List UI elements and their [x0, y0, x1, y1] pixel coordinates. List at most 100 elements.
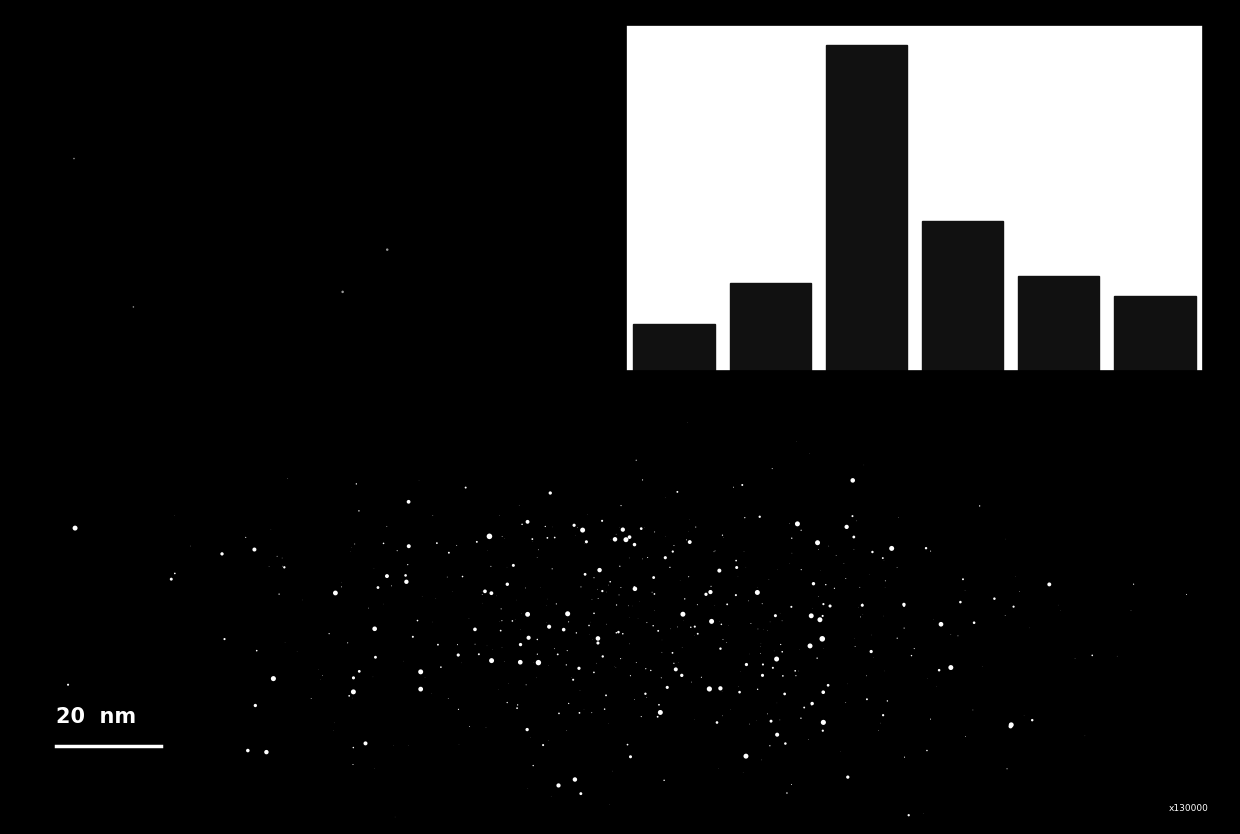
- Point: [652, 633, 672, 646]
- Point: [516, 678, 536, 691]
- Point: [717, 636, 737, 649]
- Point: [341, 545, 361, 559]
- Point: [569, 661, 589, 675]
- Point: [765, 609, 785, 622]
- Point: [636, 662, 656, 676]
- Point: [259, 560, 279, 573]
- Point: [584, 606, 604, 620]
- Point: [301, 692, 321, 706]
- Point: [847, 515, 867, 528]
- Point: [538, 592, 558, 605]
- Point: [263, 672, 283, 686]
- Point: [427, 536, 446, 550]
- Point: [580, 615, 600, 629]
- Point: [672, 641, 692, 654]
- Point: [859, 568, 879, 581]
- Point: [799, 733, 818, 746]
- Point: [215, 632, 234, 646]
- Point: [599, 579, 619, 592]
- X-axis label: Diameter (nm): Diameter (nm): [854, 392, 975, 407]
- Point: [620, 610, 640, 624]
- Point: [888, 631, 908, 645]
- Point: [899, 808, 919, 821]
- Point: [955, 584, 975, 597]
- Point: [632, 552, 652, 565]
- Point: [701, 585, 720, 599]
- Point: [58, 678, 78, 691]
- Point: [924, 612, 944, 626]
- Point: [770, 607, 790, 620]
- Point: [996, 532, 1016, 545]
- Point: [1048, 599, 1068, 612]
- Point: [857, 692, 877, 706]
- Point: [244, 543, 264, 556]
- Point: [1001, 720, 1021, 733]
- Point: [780, 556, 800, 570]
- Point: [713, 633, 733, 646]
- Point: [737, 750, 756, 763]
- Point: [713, 531, 733, 545]
- Point: [373, 597, 393, 610]
- Point: [849, 580, 869, 594]
- Point: [763, 661, 782, 675]
- Point: [398, 739, 418, 752]
- Bar: [826, 44, 908, 371]
- Point: [645, 604, 665, 617]
- Point: [490, 509, 510, 522]
- Point: [800, 446, 820, 460]
- Point: [498, 677, 518, 691]
- Point: [377, 570, 397, 583]
- Point: [768, 563, 787, 576]
- Point: [651, 706, 671, 719]
- Point: [620, 530, 640, 544]
- Point: [748, 580, 768, 594]
- Point: [1121, 604, 1141, 617]
- Point: [409, 474, 429, 487]
- Point: [600, 575, 620, 589]
- Point: [746, 714, 766, 727]
- Point: [926, 680, 946, 693]
- Point: [625, 582, 645, 595]
- Point: [651, 671, 671, 685]
- Point: [324, 724, 343, 737]
- Point: [785, 664, 805, 677]
- Point: [396, 569, 415, 582]
- Point: [527, 647, 547, 661]
- Point: [453, 570, 472, 583]
- Point: [720, 703, 740, 716]
- Point: [124, 300, 144, 314]
- Point: [181, 540, 201, 553]
- Point: [773, 614, 792, 627]
- Point: [951, 595, 971, 609]
- Point: [760, 739, 780, 752]
- Point: [604, 660, 624, 673]
- Point: [588, 592, 608, 605]
- Point: [1019, 621, 1039, 635]
- Point: [811, 564, 831, 577]
- Point: [578, 508, 598, 521]
- Point: [588, 583, 608, 596]
- Point: [516, 581, 536, 595]
- Point: [342, 691, 362, 705]
- Point: [610, 560, 630, 573]
- Point: [668, 656, 688, 669]
- Point: [584, 666, 604, 679]
- Point: [649, 624, 668, 637]
- Point: [631, 710, 651, 723]
- Point: [267, 550, 286, 563]
- Point: [813, 724, 833, 737]
- Point: [502, 615, 522, 628]
- Point: [894, 751, 914, 764]
- Point: [954, 573, 973, 586]
- Point: [760, 615, 780, 629]
- Point: [497, 561, 517, 575]
- Point: [609, 588, 629, 601]
- Point: [996, 609, 1016, 622]
- Point: [573, 524, 593, 537]
- Point: [536, 520, 556, 533]
- Point: [1123, 577, 1143, 590]
- Point: [826, 549, 846, 562]
- Point: [588, 636, 608, 650]
- Point: [629, 611, 649, 625]
- Point: [645, 587, 665, 600]
